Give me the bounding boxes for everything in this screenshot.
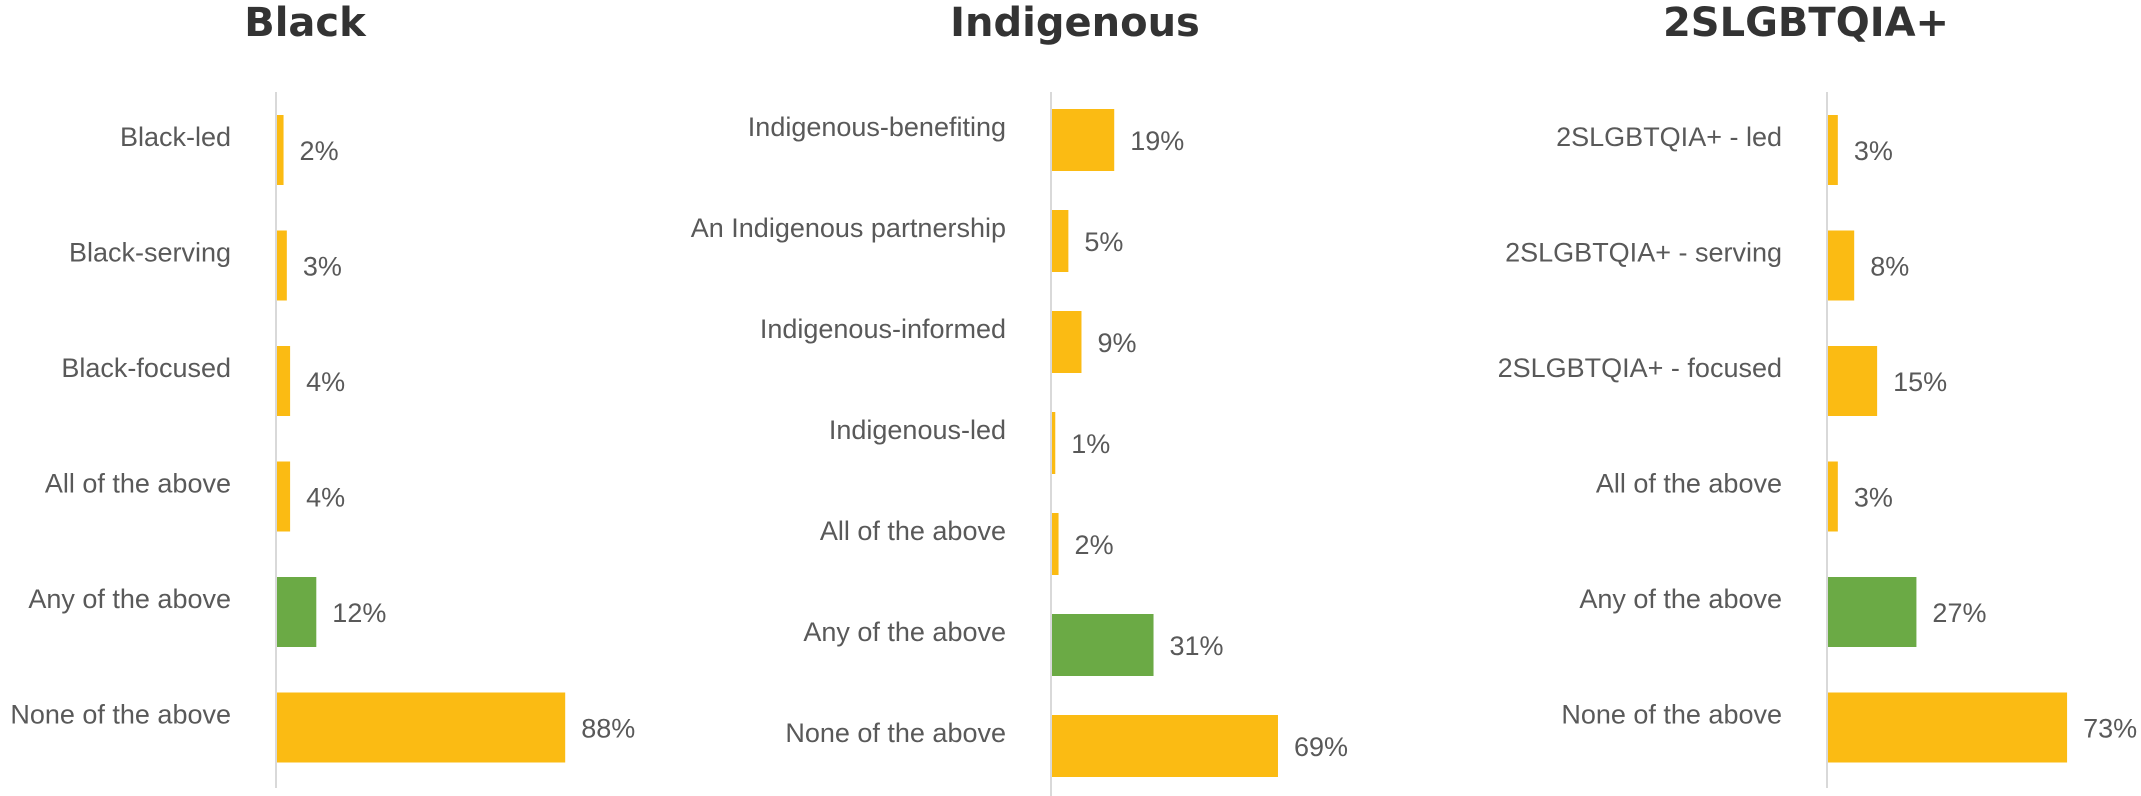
category-label: All of the above xyxy=(820,516,1006,546)
data-label: 2% xyxy=(1075,530,1114,560)
bar[interactable] xyxy=(277,230,287,301)
bar[interactable] xyxy=(1052,210,1069,272)
data-label: 27% xyxy=(1932,598,1986,628)
chart-0: Black Black-led 2% Black-serving 3% Black-foc… xyxy=(10,0,635,788)
bar[interactable] xyxy=(277,461,291,532)
bar[interactable] xyxy=(1828,577,1917,647)
category-label: Any of the above xyxy=(1579,584,1782,614)
bar[interactable] xyxy=(1828,692,2068,763)
chart-title: 2SLGBTQIA+ xyxy=(1663,0,1949,46)
bar[interactable] xyxy=(1828,346,1878,416)
bar[interactable] xyxy=(1052,513,1059,575)
chart-2: 2SLGBTQIA+ 2SLGBTQIA+ - led 3% 2SLGBTQIA+ -… xyxy=(1498,0,2137,788)
bar[interactable] xyxy=(277,692,566,763)
category-label: Black-serving xyxy=(69,238,231,268)
data-label: 31% xyxy=(1170,631,1224,661)
category-label: None of the above xyxy=(785,718,1006,748)
bar[interactable] xyxy=(1052,412,1056,474)
bar[interactable] xyxy=(1828,230,1855,301)
category-label: None of the above xyxy=(10,700,231,730)
data-label: 19% xyxy=(1130,126,1184,156)
data-label: 4% xyxy=(306,483,345,513)
category-label: Indigenous-informed xyxy=(760,314,1006,344)
category-label: All of the above xyxy=(45,469,231,499)
category-label: Indigenous-benefiting xyxy=(748,112,1006,142)
bar[interactable] xyxy=(1052,715,1278,777)
category-label: Black-focused xyxy=(61,353,231,383)
bar[interactable] xyxy=(1052,109,1115,171)
bar[interactable] xyxy=(1828,461,1838,532)
category-label: 2SLGBTQIA+ - led xyxy=(1556,122,1782,152)
data-label: 88% xyxy=(581,714,635,744)
chart-title: Indigenous xyxy=(950,0,1200,46)
category-label: Any of the above xyxy=(28,584,231,614)
category-label: An Indigenous partnership xyxy=(691,213,1006,243)
bar[interactable] xyxy=(277,115,284,185)
chart-title: Black xyxy=(244,0,367,46)
data-label: 15% xyxy=(1893,367,1947,397)
data-label: 69% xyxy=(1294,732,1348,762)
data-label: 12% xyxy=(332,598,386,628)
bar[interactable] xyxy=(277,346,291,416)
category-label: None of the above xyxy=(1561,700,1782,730)
bar[interactable] xyxy=(1828,115,1838,185)
category-label: Black-led xyxy=(120,122,231,152)
data-label: 3% xyxy=(1854,483,1893,513)
data-label: 5% xyxy=(1084,227,1123,257)
category-label: All of the above xyxy=(1596,469,1782,499)
bar[interactable] xyxy=(1052,614,1154,676)
data-label: 73% xyxy=(2083,714,2137,744)
bar[interactable] xyxy=(1052,311,1082,373)
data-label: 2% xyxy=(300,136,339,166)
category-label: Any of the above xyxy=(803,617,1006,647)
data-label: 9% xyxy=(1097,328,1136,358)
category-label: 2SLGBTQIA+ - focused xyxy=(1498,353,1782,383)
data-label: 1% xyxy=(1071,429,1110,459)
data-label: 3% xyxy=(303,252,342,282)
data-label: 4% xyxy=(306,367,345,397)
category-label: Indigenous-led xyxy=(829,415,1006,445)
data-label: 3% xyxy=(1854,136,1893,166)
bar[interactable] xyxy=(277,577,317,647)
category-label: 2SLGBTQIA+ - serving xyxy=(1505,238,1782,268)
data-label: 8% xyxy=(1870,252,1909,282)
chart-1: Indigenous Indigenous-benefiting 19% An Ind… xyxy=(691,0,1348,796)
